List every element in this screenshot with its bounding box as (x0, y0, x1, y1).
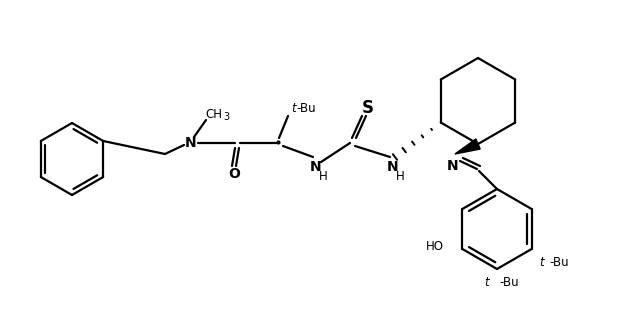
Text: N: N (387, 160, 399, 174)
Text: -Bu: -Bu (550, 257, 569, 269)
Text: t: t (540, 257, 544, 269)
Text: CH: CH (205, 108, 223, 120)
Text: H: H (396, 169, 404, 183)
Text: t: t (292, 103, 296, 115)
Text: -Bu: -Bu (499, 276, 518, 290)
Text: HO: HO (426, 240, 444, 254)
Text: t: t (484, 276, 489, 290)
Text: 3: 3 (223, 112, 229, 122)
Polygon shape (455, 139, 480, 154)
Text: N: N (185, 136, 197, 150)
Text: O: O (228, 167, 240, 181)
Text: H: H (319, 169, 328, 183)
Text: S: S (362, 99, 374, 117)
Text: N: N (447, 159, 459, 173)
Text: -Bu: -Bu (296, 103, 316, 115)
Text: N: N (310, 160, 322, 174)
